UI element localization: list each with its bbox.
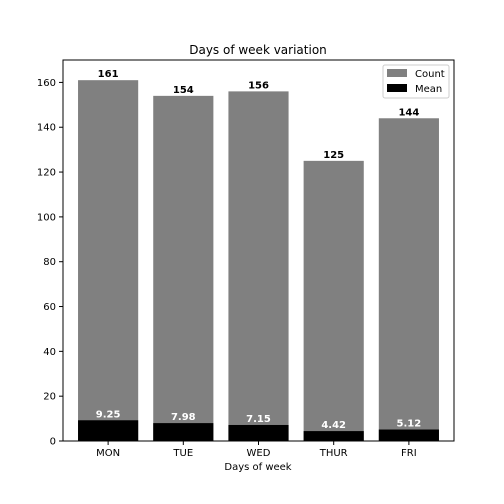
count-bar-tue bbox=[153, 96, 213, 441]
legend: Count Mean bbox=[383, 65, 449, 98]
count-value-label-mon: 161 bbox=[98, 69, 119, 80]
legend-label-count: Count bbox=[415, 69, 445, 80]
mean-value-label-mon: 9.25 bbox=[96, 409, 121, 420]
count-bar-wed bbox=[228, 91, 288, 441]
mean-value-label-thur: 4.42 bbox=[321, 420, 346, 431]
chart-title: Days of week variation bbox=[189, 43, 327, 57]
y-tick-label-140: 140 bbox=[37, 123, 56, 134]
count-bar-group bbox=[78, 80, 439, 441]
legend-swatch-count bbox=[387, 69, 407, 77]
mean-value-label-wed: 7.15 bbox=[246, 414, 271, 425]
count-value-label-fri: 144 bbox=[398, 107, 419, 118]
mean-value-label-fri: 5.12 bbox=[397, 419, 422, 430]
x-tick-label-tue: TUE bbox=[172, 448, 193, 459]
count-value-label-tue: 154 bbox=[173, 85, 194, 96]
y-tick-label-80: 80 bbox=[43, 257, 56, 268]
mean-value-label-tue: 7.98 bbox=[171, 412, 196, 423]
mean-bar-tue bbox=[153, 423, 213, 441]
x-tick-label-mon: MON bbox=[96, 448, 120, 459]
mean-bar-thur bbox=[304, 431, 364, 441]
y-tick-label-100: 100 bbox=[37, 212, 56, 223]
y-tick-label-160: 160 bbox=[37, 78, 56, 89]
y-tick-label-20: 20 bbox=[43, 392, 56, 403]
y-tick-label-40: 40 bbox=[43, 347, 56, 358]
mean-bar-wed bbox=[228, 425, 288, 441]
count-bar-fri bbox=[379, 118, 439, 441]
x-tick-label-wed: WED bbox=[247, 448, 271, 459]
count-value-label-thur: 125 bbox=[323, 150, 344, 161]
x-tick-label-thur: THUR bbox=[319, 448, 348, 459]
y-tick-label-120: 120 bbox=[37, 168, 56, 179]
y-tick-label-60: 60 bbox=[43, 302, 56, 313]
y-tick-label-0: 0 bbox=[50, 437, 56, 448]
legend-label-mean: Mean bbox=[415, 84, 442, 95]
legend-swatch-mean bbox=[387, 84, 407, 92]
mean-bar-fri bbox=[379, 430, 439, 441]
count-value-label-wed: 156 bbox=[248, 80, 269, 91]
x-tick-label-fri: FRI bbox=[401, 448, 417, 459]
count-bar-mon bbox=[78, 80, 138, 441]
x-axis-label: Days of week bbox=[224, 462, 291, 473]
count-bar-thur bbox=[304, 161, 364, 441]
mean-bar-mon bbox=[78, 420, 138, 441]
